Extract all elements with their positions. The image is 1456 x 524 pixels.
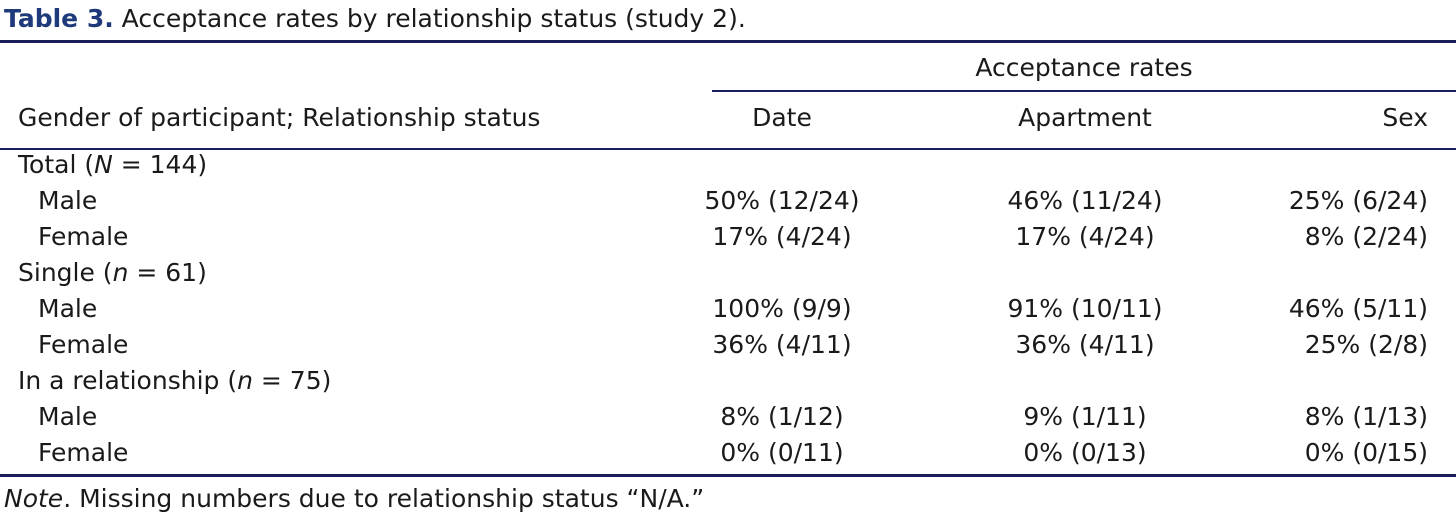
- note-label: Note: [4, 484, 64, 513]
- group-stat-value: = 144: [112, 150, 198, 179]
- group-stat-var: N: [94, 150, 113, 179]
- spanner-rule: [712, 90, 1456, 92]
- row-label: Female: [38, 222, 129, 251]
- cell-sex: 8% (2/24): [1304, 222, 1428, 251]
- cell-sex: 0% (0/15): [1304, 438, 1428, 467]
- row-label: Male: [38, 186, 98, 215]
- group-stat-value: = 75: [252, 366, 322, 395]
- group-stat-var: n: [112, 258, 129, 287]
- row-label: Female: [38, 330, 129, 359]
- cell-sex: 46% (5/11): [1288, 294, 1428, 323]
- group-name: Single: [18, 258, 95, 287]
- column-header-sex: Sex: [1382, 103, 1428, 132]
- group-stat-value: = 61: [128, 258, 198, 287]
- table-caption: Table 3. Acceptance rates by relationshi…: [4, 2, 746, 36]
- column-header-apartment: Apartment: [1018, 103, 1152, 132]
- group-name: Total: [18, 150, 77, 179]
- cell-date: 17% (4/24): [712, 222, 852, 251]
- cell-apartment: 36% (4/11): [1015, 330, 1155, 359]
- stub-header: Gender of participant; Relationship stat…: [18, 103, 541, 132]
- cell-date: 50% (12/24): [704, 186, 860, 215]
- table-label: Table 3.: [4, 4, 114, 33]
- group-row-total: Total (N = 144): [18, 150, 208, 179]
- cell-apartment: 17% (4/24): [1015, 222, 1155, 251]
- table-title: Acceptance rates by relationship status …: [113, 4, 746, 33]
- cell-apartment: 91% (10/11): [1007, 294, 1163, 323]
- table-note: Note. Missing numbers due to relationshi…: [4, 482, 704, 516]
- row-label: Male: [38, 402, 98, 431]
- row-label: Male: [38, 294, 98, 323]
- group-stat-var: n: [237, 366, 253, 395]
- cell-apartment: 46% (11/24): [1007, 186, 1163, 215]
- cell-date: 36% (4/11): [712, 330, 852, 359]
- cell-apartment: 0% (0/13): [1023, 438, 1147, 467]
- column-header-date: Date: [752, 103, 812, 132]
- top-rule: [0, 40, 1456, 43]
- note-text: . Missing numbers due to relationship st…: [63, 484, 705, 513]
- cell-apartment: 9% (1/11): [1023, 402, 1147, 431]
- group-row-in-a-relationship: In a relationship (n = 75): [18, 366, 332, 395]
- group-row-single: Single (n = 61): [18, 258, 207, 287]
- cell-sex: 25% (2/8): [1304, 330, 1428, 359]
- cell-date: 0% (0/11): [720, 438, 844, 467]
- cell-date: 100% (9/9): [712, 294, 852, 323]
- cell-date: 8% (1/12): [720, 402, 844, 431]
- spanner-header: Acceptance rates: [975, 53, 1193, 82]
- row-label: Female: [38, 438, 129, 467]
- cell-sex: 8% (1/13): [1304, 402, 1428, 431]
- group-name: In a relationship: [18, 366, 220, 395]
- header-rule: [0, 148, 1456, 150]
- bottom-rule: [0, 474, 1456, 477]
- cell-sex: 25% (6/24): [1288, 186, 1428, 215]
